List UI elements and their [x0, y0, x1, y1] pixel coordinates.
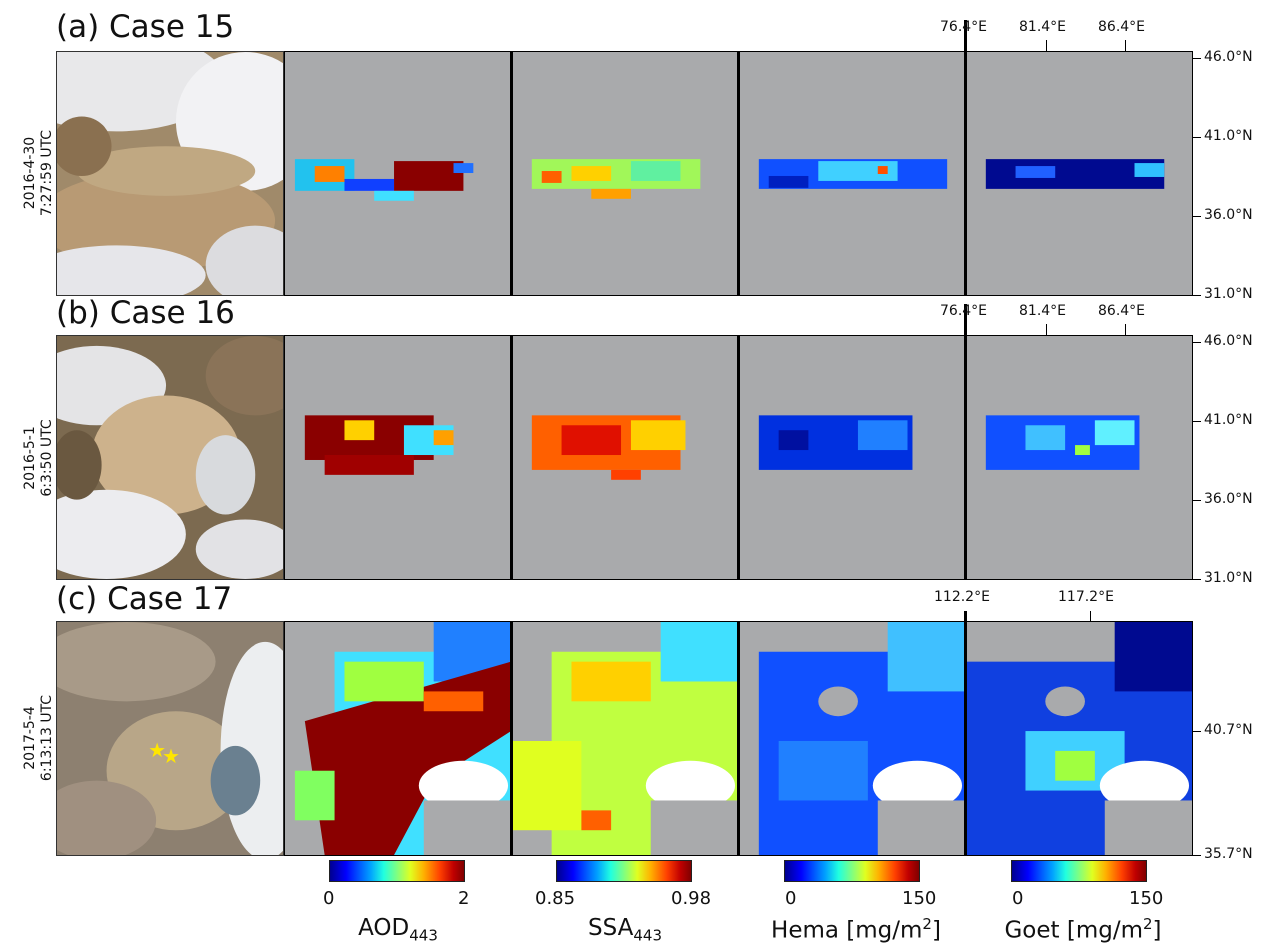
row-c-goet-map: [965, 621, 1193, 856]
ssa-colorbar-title-name: SSA: [587, 915, 634, 941]
row-b-lat-tick-3: 36.0°N: [1204, 491, 1253, 507]
row-a-lon-tick-mark-2: [1046, 40, 1047, 51]
row-b-separator-2: [737, 335, 740, 580]
row-b-lat-tick-mark-4: [1193, 579, 1201, 580]
row-a-ssa-map: [511, 51, 739, 296]
goet-colorbar-max: 150: [1129, 888, 1164, 909]
row-b-ssa-map: [511, 335, 739, 580]
row-c-lat-tick-2: 35.7°N: [1204, 846, 1253, 862]
goet-colorbar-title-name: Goet [mg/m: [1004, 917, 1143, 944]
row-b-lon-tick-mark-3: [1125, 324, 1126, 335]
row-a-hema-map: [738, 51, 966, 296]
row-b-separator-1: [510, 335, 513, 580]
star-marker-2: ★: [162, 745, 180, 768]
row-c-date: 2017-5-4 6:13:13 UTC: [22, 658, 56, 818]
row-a-separator-3: [964, 20, 967, 296]
hema-colorbar-min: 0: [785, 888, 797, 909]
aod-colorbar-title-name: AOD: [358, 915, 410, 941]
goet-colorbar: [1011, 860, 1147, 882]
row-b-lat-tick-mark-2: [1193, 421, 1201, 422]
row-a-lon-tick-2: 81.4°E: [1019, 19, 1067, 35]
hema-colorbar: [784, 860, 920, 882]
aod-colorbar-title: AOD443: [284, 915, 512, 945]
row-a-goet-map: [965, 51, 1193, 296]
row-c-separator-1: [510, 621, 513, 856]
row-b-lon-tick-1: 76.4°E: [940, 303, 988, 319]
row-a-lat-tick-mark-2: [1193, 137, 1201, 138]
goet-colorbar-title: Goet [mg/m2]: [969, 915, 1197, 944]
row-a-lat-tick-mark-4: [1193, 295, 1201, 296]
hema-colorbar-title-suffix: ]: [931, 917, 941, 944]
row-b-lon-tick-mark-2: [1046, 324, 1047, 335]
goet-colorbar-title-suffix: ]: [1152, 917, 1162, 944]
row-a-lat-tick-4: 31.0°N: [1204, 286, 1253, 302]
hema-colorbar-max: 150: [902, 888, 937, 909]
row-b-lon-tick-2: 81.4°E: [1019, 303, 1067, 319]
row-c-date-time: 6:13:13 UTC: [39, 694, 55, 782]
row-c-separator-2: [737, 621, 740, 856]
row-b-date-day: 2016-5-1: [22, 426, 38, 490]
aod-colorbar-title-sub: 443: [409, 926, 438, 945]
row-b-rgb-image: [56, 335, 284, 580]
row-b-separator-3: [964, 304, 967, 580]
aod-colorbar-min: 0: [323, 888, 335, 909]
row-a-title: (a) Case 15: [56, 9, 235, 45]
row-a-lat-tick-1: 46.0°N: [1204, 49, 1253, 65]
row-a-lon-tick-3: 86.4°E: [1098, 19, 1146, 35]
goet-colorbar-title-sup: 2: [1142, 915, 1153, 933]
row-a-rgb-image: [56, 51, 284, 296]
aod-colorbar-max: 2: [458, 888, 470, 909]
ssa-colorbar-max: 0.98: [671, 888, 712, 909]
ssa-colorbar-title-sub: 443: [633, 926, 662, 945]
row-b-lat-tick-1: 46.0°N: [1204, 333, 1253, 349]
row-a-lon-tick-mark-3: [1125, 40, 1126, 51]
row-a-separator-1: [510, 51, 513, 296]
goet-colorbar-min: 0: [1012, 888, 1024, 909]
aod-colorbar: [329, 860, 465, 882]
row-c-lat-tick-1: 40.7°N: [1204, 722, 1253, 738]
row-a-date: 2016-4-30 7:27:59 UTC: [22, 93, 56, 253]
row-a-aod-map: [284, 51, 512, 296]
star-marker-1: ★: [148, 739, 166, 762]
row-b-date: 2016-5-1 6:3:50 UTC: [22, 378, 56, 538]
ssa-colorbar-title: SSA443: [511, 915, 739, 945]
row-c-title: (c) Case 17: [56, 581, 233, 617]
row-a-date-time: 7:27:59 UTC: [39, 129, 55, 217]
row-a-lat-tick-mark-1: [1193, 58, 1201, 59]
row-a-separator-2: [737, 51, 740, 296]
row-a-lat-tick-mark-3: [1193, 216, 1201, 217]
row-c-date-day: 2017-5-4: [22, 706, 38, 770]
row-a-lon-tick-1: 76.4°E: [940, 19, 988, 35]
row-b-goet-map: [965, 335, 1193, 580]
ssa-colorbar: [556, 860, 692, 882]
row-c-aod-map: [284, 621, 512, 856]
row-b-lat-tick-mark-1: [1193, 342, 1201, 343]
row-b-aod-map: [284, 335, 512, 580]
row-c-lon-tick-mark-2: [1090, 611, 1091, 621]
row-b-date-time: 6:3:50 UTC: [39, 419, 55, 497]
hema-colorbar-title-name: Hema [mg/m: [771, 917, 923, 944]
row-a-lat-tick-2: 41.0°N: [1204, 128, 1253, 144]
row-c-ssa-map: [511, 621, 739, 856]
row-a-date-day: 2016-4-30: [22, 136, 38, 210]
row-c-lat-tick-mark-1: [1193, 731, 1201, 732]
hema-colorbar-title: Hema [mg/m2]: [742, 915, 970, 944]
row-b-title: (b) Case 16: [56, 295, 235, 331]
row-c-lon-tick-2: 117.2°E: [1058, 589, 1114, 605]
row-b-lat-tick-2: 41.0°N: [1204, 412, 1253, 428]
row-b-hema-map: [738, 335, 966, 580]
row-c-separator-3: [964, 611, 967, 856]
row-c-rgb-image: ★ ★: [56, 621, 284, 856]
hema-colorbar-title-sup: 2: [922, 915, 932, 933]
row-c-lon-tick-1: 112.2°E: [934, 589, 990, 605]
row-c-hema-map: [738, 621, 966, 856]
row-a-lat-tick-3: 36.0°N: [1204, 207, 1253, 223]
row-c-lat-tick-mark-2: [1193, 855, 1201, 856]
row-b-lat-tick-mark-3: [1193, 500, 1201, 501]
ssa-colorbar-min: 0.85: [535, 888, 576, 909]
row-b-lon-tick-3: 86.4°E: [1098, 303, 1146, 319]
row-b-lat-tick-4: 31.0°N: [1204, 570, 1253, 586]
